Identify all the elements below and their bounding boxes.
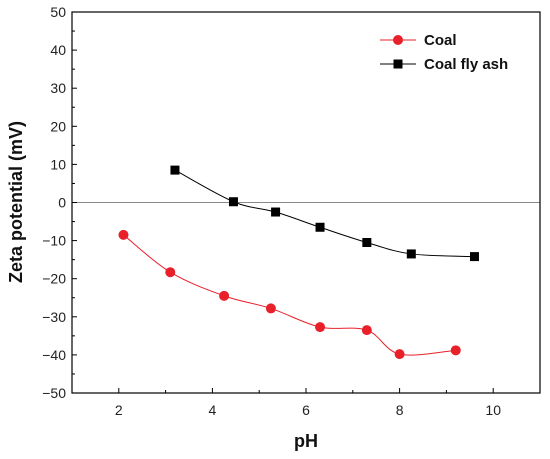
data-point-coal: [265, 303, 276, 314]
series-coal-fly-ash: [170, 165, 479, 262]
y-tick-label: 0: [58, 195, 66, 211]
data-point-coal: [219, 290, 230, 301]
data-point-coal: [118, 229, 129, 240]
data-point-coal: [361, 325, 372, 336]
y-tick-label: −20: [42, 271, 66, 287]
data-point-coal-fly-ash: [271, 207, 281, 217]
y-axis-title: Zeta potential (mV): [6, 121, 26, 283]
legend-marker-coal: [393, 35, 403, 45]
series-coal: [118, 229, 461, 360]
legend-label-coal: Coal: [424, 32, 457, 49]
y-tick-label: 40: [50, 42, 66, 58]
x-tick-label: 4: [209, 402, 217, 418]
data-point-coal: [450, 345, 461, 356]
data-point-coal: [315, 322, 326, 333]
y-tick-label: 50: [50, 4, 66, 20]
data-point-coal-fly-ash: [362, 238, 372, 248]
data-point-coal-fly-ash: [315, 222, 325, 232]
legend: Coal Coal fly ash: [380, 32, 508, 73]
y-tick-label: 30: [50, 80, 66, 96]
data-point-coal-fly-ash: [170, 165, 180, 175]
y-tick-label: −40: [42, 347, 66, 363]
x-tick-label: 2: [115, 402, 123, 418]
x-axis-title: pH: [294, 431, 318, 451]
y-tick-label: −30: [42, 309, 66, 325]
x-tick-label: 8: [396, 402, 404, 418]
axes-layer: −50 −40 −30 −20 −10 0 10 20 30 40 50 2 4 6 8 10: [42, 4, 501, 418]
series-line-coal-fly-ash: [174, 169, 475, 258]
y-tick-label: −50: [42, 385, 66, 401]
series-layer: [118, 165, 479, 360]
x-tick-label: 6: [302, 402, 310, 418]
x-tick-label: 10: [485, 402, 501, 418]
data-point-coal-fly-ash: [406, 249, 416, 259]
legend-marker-coal-fly-ash: [393, 59, 403, 69]
data-point-coal: [394, 349, 405, 360]
data-point-coal-fly-ash: [228, 197, 238, 207]
data-point-coal-fly-ash: [469, 252, 479, 262]
legend-label-coal-fly-ash: Coal fly ash: [424, 56, 508, 73]
y-tick-label: 20: [50, 118, 66, 134]
y-tick-label: 10: [50, 156, 66, 172]
data-point-coal: [165, 267, 176, 278]
y-tick-label: −10: [42, 233, 66, 249]
